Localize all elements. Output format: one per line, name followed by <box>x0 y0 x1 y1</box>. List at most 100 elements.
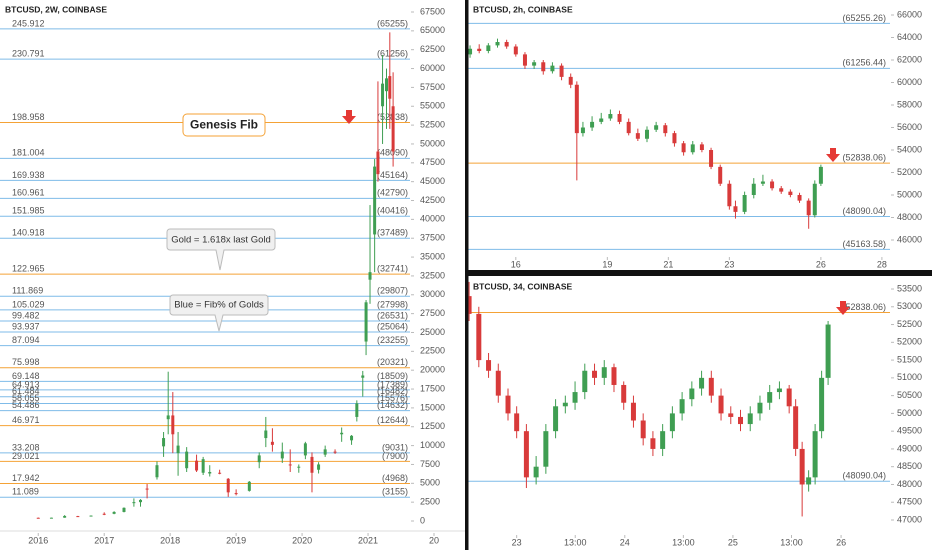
candle-body <box>486 360 492 371</box>
y-tick-label: 32500 <box>420 270 445 280</box>
candle-body <box>297 466 301 468</box>
x-tick-label: 13:00 <box>672 537 695 547</box>
x-tick-label: 16 <box>511 259 521 269</box>
level-price-label: (18509) <box>377 371 408 381</box>
candle-body <box>590 121 595 128</box>
y-tick-label: 60000 <box>897 77 922 87</box>
x-tick-label: 19 <box>602 259 612 269</box>
x-tick-label: 13:00 <box>564 537 587 547</box>
candle-body <box>582 370 588 393</box>
candle-body <box>122 507 126 512</box>
candle-body <box>76 516 80 518</box>
y-tick-label: 64000 <box>897 32 922 42</box>
pane-separator <box>465 0 469 550</box>
y-tick-label: 37500 <box>420 233 445 243</box>
callout-box <box>166 228 276 271</box>
y-tick-label: 47000 <box>897 514 922 524</box>
candle-body <box>699 144 704 151</box>
candle-body <box>388 76 392 99</box>
candle-body <box>49 517 53 519</box>
candle-body <box>559 65 564 77</box>
level-price-label: (12644) <box>377 415 408 425</box>
x-tick-label: 2020 <box>292 535 312 545</box>
candle-body <box>513 46 518 55</box>
level-ratio-label: 33.208 <box>12 442 40 452</box>
level-ratio-label: 151.985 <box>12 206 45 216</box>
y-tick-label: 46000 <box>897 234 922 244</box>
y-tick-label: 45000 <box>420 176 445 186</box>
candle-body <box>770 181 775 189</box>
level-price-label: (52838.06) <box>842 152 886 162</box>
level-price-label: (9031) <box>382 442 408 452</box>
y-tick-label: 25000 <box>420 327 445 337</box>
level-price-label: (26531) <box>377 310 408 320</box>
candle-body <box>786 388 792 407</box>
y-tick-label: 27500 <box>420 308 445 318</box>
candle-body <box>226 478 230 493</box>
candle-body <box>264 430 268 439</box>
level-price-label: (15576) <box>377 393 408 403</box>
candle-body <box>218 472 222 474</box>
y-tick-label: 52000 <box>897 337 922 347</box>
candle-body <box>812 183 817 216</box>
candle-body <box>644 129 649 139</box>
candle-body <box>176 445 180 454</box>
candle-body <box>541 62 546 72</box>
candle-body <box>486 45 491 52</box>
candle-body <box>776 388 782 393</box>
arrow-icon <box>826 148 840 162</box>
y-tick-label: 66000 <box>897 9 922 19</box>
y-tick-label: 67500 <box>420 6 445 16</box>
y-tick-label: 50000 <box>897 189 922 199</box>
level-price-label: (45164) <box>377 170 408 180</box>
callout: Blue = Fib% of Golds <box>169 294 269 332</box>
y-tick-label: 53000 <box>897 301 922 311</box>
pane-separator <box>468 270 932 276</box>
candle-body <box>699 377 705 389</box>
annotation-text: Gold = 1.618x last Gold <box>171 235 271 246</box>
x-tick-label: 2018 <box>160 535 180 545</box>
candle-body <box>355 403 359 417</box>
candle-body <box>234 493 238 495</box>
candle-body <box>543 431 549 467</box>
level-price-label: (14632) <box>377 400 408 410</box>
level-price-label: (65255) <box>377 18 408 28</box>
level-ratio-label: 93.937 <box>12 321 40 331</box>
level-ratio-label: 99.482 <box>12 310 40 320</box>
level-ratio-label: 75.998 <box>12 357 40 367</box>
y-tick-label: 48000 <box>897 212 922 222</box>
candle-body <box>303 443 307 456</box>
chart-title: BTCUSD, 34, COINBASE <box>473 281 573 291</box>
candle-body <box>825 324 831 378</box>
level-ratio-label: 105.029 <box>12 299 45 309</box>
level-ratio-label: 46.971 <box>12 415 40 425</box>
x-tick-label: 25 <box>728 537 738 547</box>
chart-title: BTCUSD, 2W, COINBASE <box>5 4 107 14</box>
candle-body <box>373 166 377 235</box>
candle-body <box>477 48 482 52</box>
candle-body <box>532 62 537 66</box>
candle-body <box>621 384 627 403</box>
candle-body <box>617 114 622 122</box>
candle-body <box>317 464 321 470</box>
candle-body <box>171 415 175 435</box>
level-ratio-label: 230.791 <box>12 48 45 58</box>
candle-body <box>788 191 793 196</box>
candle-body <box>522 54 527 66</box>
level-price-label: (45163.58) <box>842 239 886 249</box>
y-tick-label: 49000 <box>897 443 922 453</box>
candle-body <box>812 431 818 478</box>
candle-body <box>288 464 292 466</box>
candle-body <box>504 42 509 47</box>
y-tick-label: 50000 <box>897 408 922 418</box>
level-price-label: (27998) <box>377 299 408 309</box>
level-price-label: (48090.04) <box>842 471 886 481</box>
level-price-label: (48090.04) <box>842 206 886 216</box>
level-price-label: (61256.44) <box>842 58 886 68</box>
y-tick-label: 15000 <box>420 402 445 412</box>
candle-body <box>727 183 732 207</box>
callout-box <box>169 294 269 332</box>
candle-body <box>132 502 136 504</box>
x-tick-label: 2016 <box>28 535 48 545</box>
